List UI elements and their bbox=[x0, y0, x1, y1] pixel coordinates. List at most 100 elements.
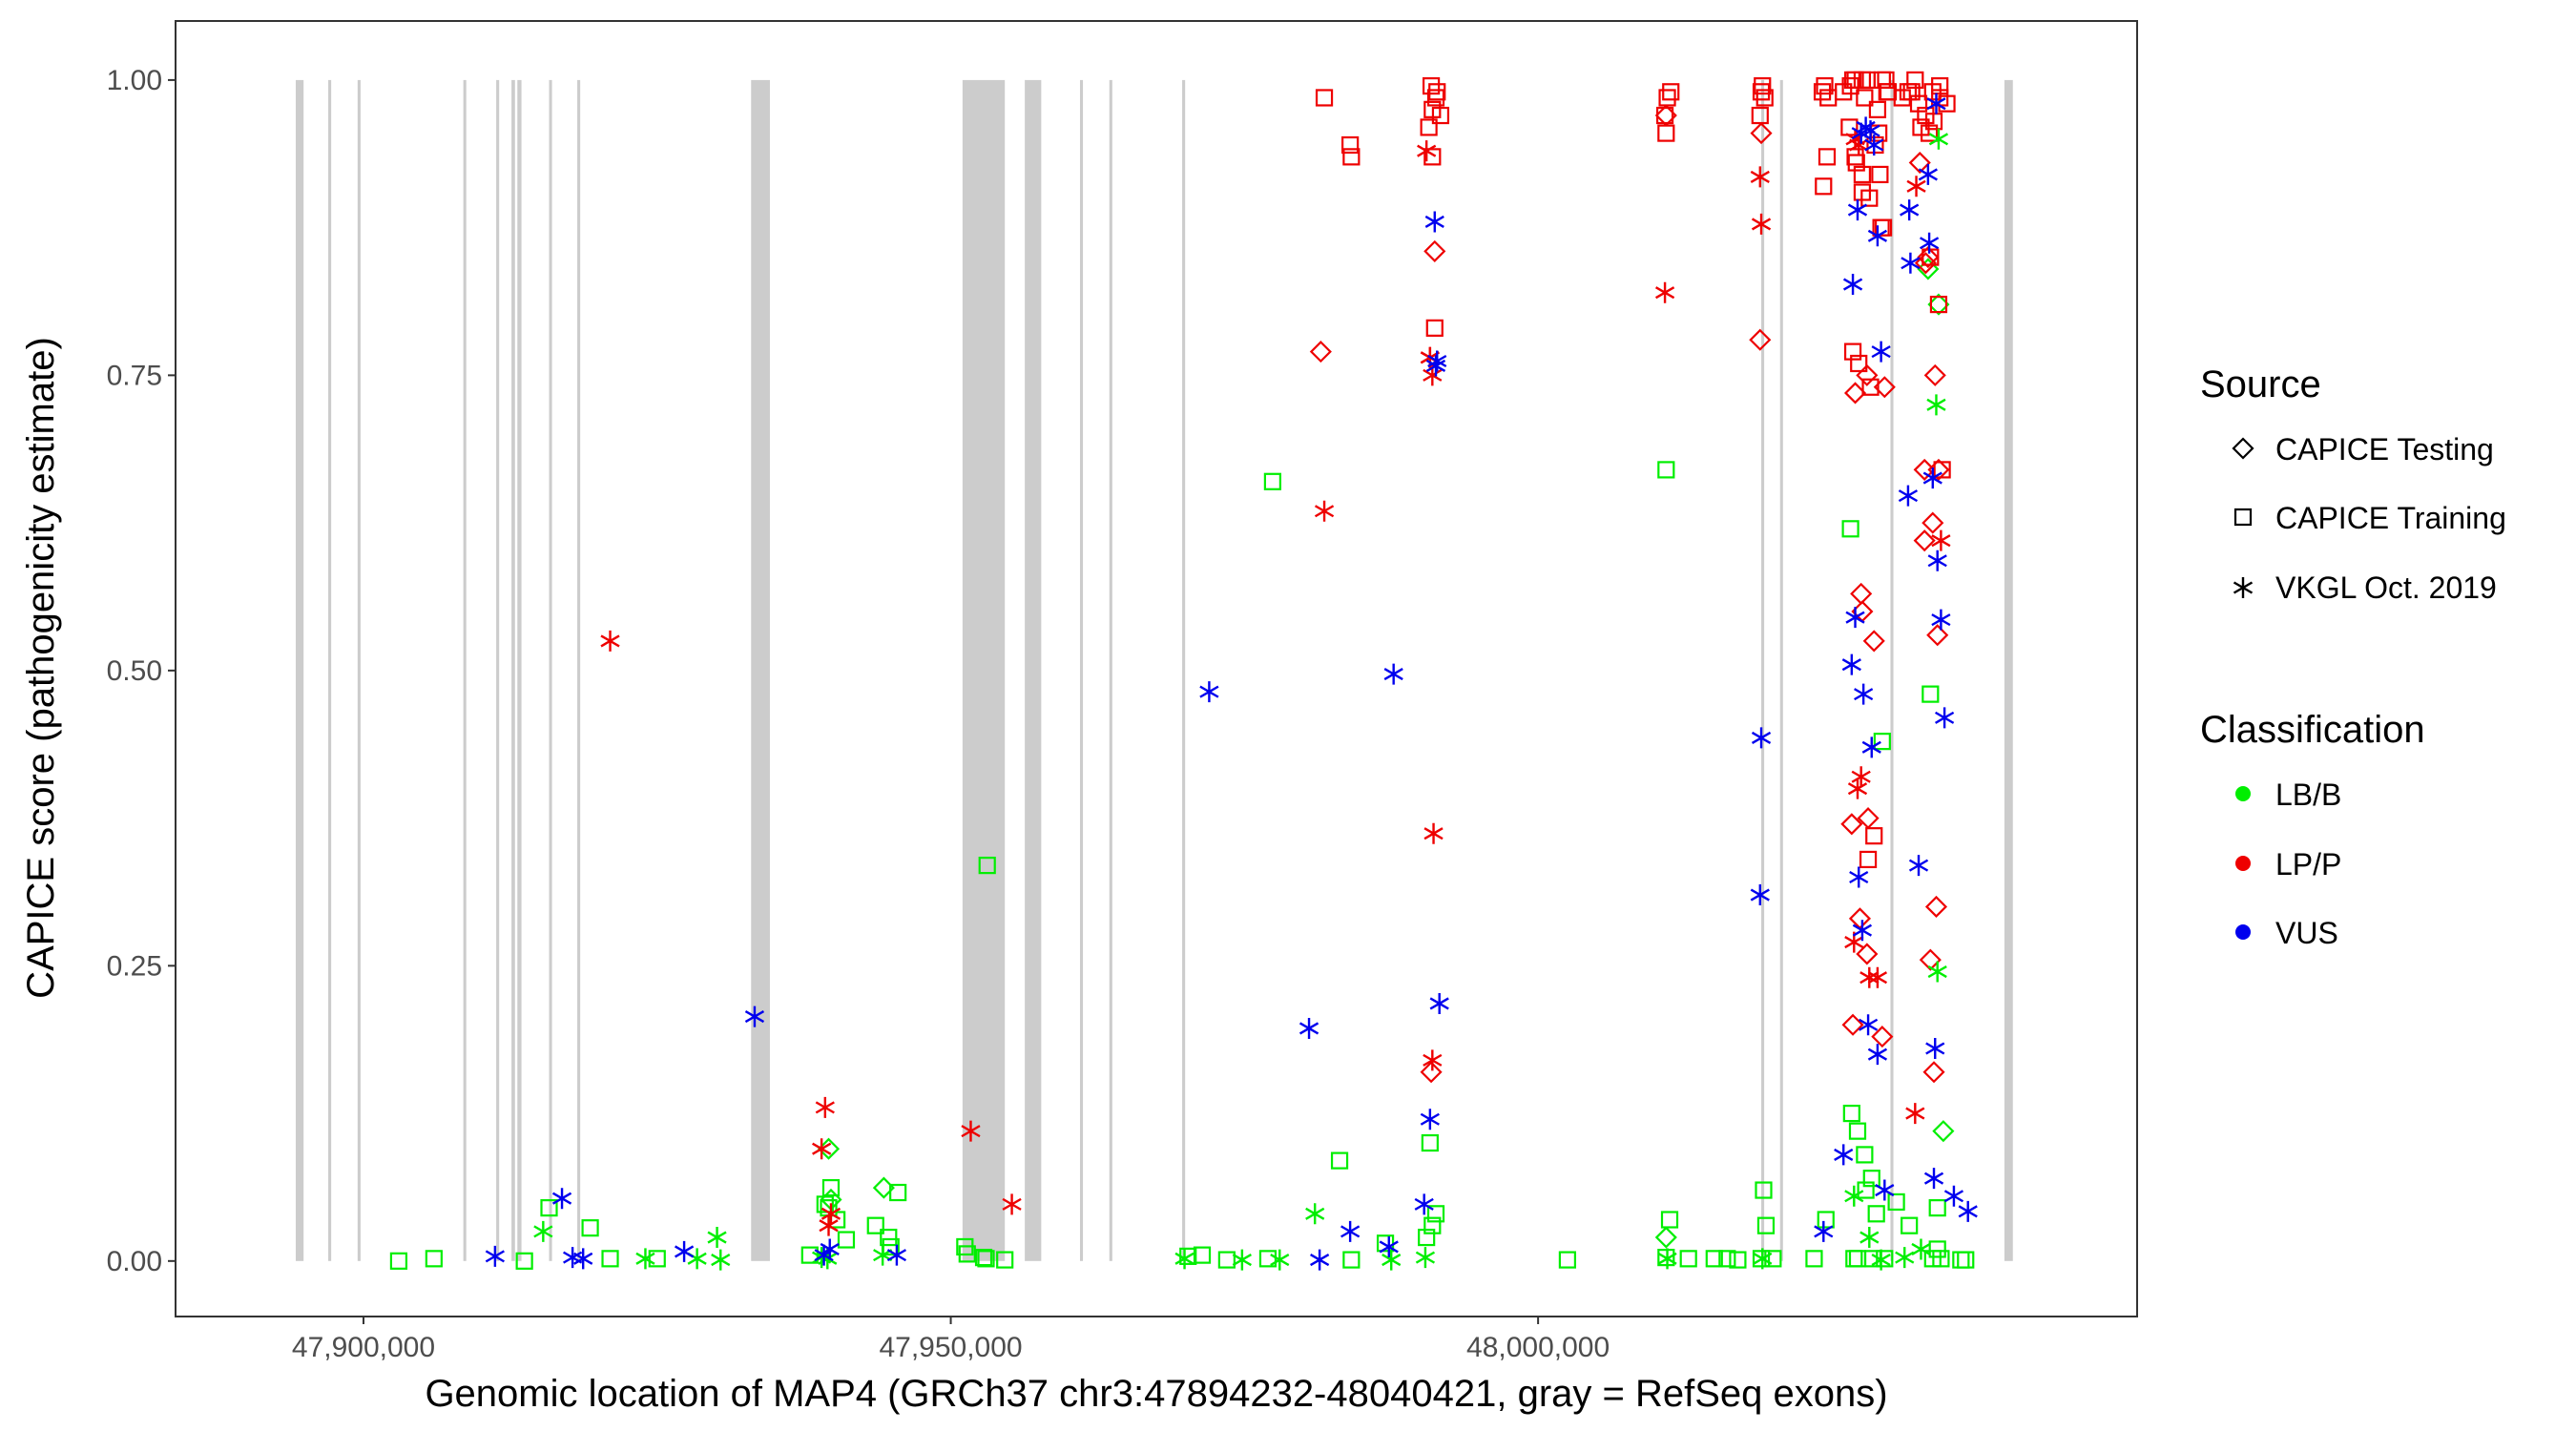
data-point-asterisk bbox=[1918, 163, 1938, 185]
exon-bands bbox=[295, 79, 2013, 1261]
data-point-square bbox=[1816, 76, 1834, 95]
data-point-asterisk bbox=[1750, 166, 1770, 188]
legend-label-capice-training: CAPICE Training bbox=[2275, 501, 2506, 535]
data-point-square bbox=[1431, 106, 1450, 125]
data-point-square bbox=[1846, 148, 1864, 166]
x-axis-title: Genomic location of MAP4 (GRCh37 chr3:47… bbox=[425, 1373, 1887, 1415]
data-point-asterisk bbox=[1423, 1049, 1443, 1071]
data-point-square bbox=[1848, 1122, 1867, 1140]
data-point-square bbox=[1842, 1104, 1860, 1123]
exon-band-0 bbox=[295, 79, 304, 1261]
legend-dot-lbb bbox=[2235, 786, 2251, 801]
x-tick-label: 47,950,000 bbox=[879, 1332, 1022, 1363]
legend-square-icon bbox=[2233, 508, 2253, 527]
data-point-asterisk bbox=[1943, 1185, 1964, 1207]
data-point-square bbox=[1558, 1251, 1576, 1269]
data-point-square bbox=[1729, 1251, 1747, 1269]
data-point-square bbox=[1426, 1205, 1445, 1223]
data-point-asterisk bbox=[1750, 884, 1770, 906]
data-point-square bbox=[866, 1216, 884, 1234]
data-point-square bbox=[1933, 461, 1951, 479]
data-point-square bbox=[1843, 342, 1862, 361]
exon-band-17 bbox=[1890, 79, 1894, 1261]
data-point-asterisk bbox=[1864, 134, 1884, 156]
data-point-square bbox=[1426, 89, 1445, 107]
data-point-square bbox=[1428, 83, 1446, 101]
data-point-square bbox=[1861, 378, 1880, 396]
data-point-asterisk bbox=[1875, 1179, 1895, 1201]
data-point-diamond bbox=[1922, 1061, 1945, 1084]
data-point-asterisk bbox=[1901, 252, 1921, 274]
exon-band-11 bbox=[1025, 79, 1042, 1261]
data-point-asterisk bbox=[1657, 1248, 1677, 1270]
data-point-asterisk bbox=[1923, 1168, 1944, 1190]
data-point-square bbox=[1928, 1240, 1946, 1258]
exon-band-1 bbox=[328, 79, 332, 1261]
data-point-square bbox=[601, 1250, 619, 1268]
data-point-square bbox=[837, 1231, 856, 1249]
data-point-square bbox=[1679, 1250, 1697, 1268]
data-point-diamond bbox=[1924, 895, 1948, 918]
data-point-square bbox=[1873, 733, 1891, 751]
data-point-asterisk bbox=[815, 1096, 835, 1118]
data-point-diamond bbox=[1913, 529, 1936, 552]
legend-item-lpp: LP/P bbox=[2235, 847, 2341, 881]
y-tick-label: 0.00 bbox=[107, 1246, 162, 1277]
data-point-asterisk bbox=[1859, 1227, 1880, 1249]
data-point-square bbox=[1752, 1250, 1771, 1268]
data-point-square bbox=[1906, 71, 1924, 89]
data-point-asterisk bbox=[1900, 199, 1920, 221]
exon-band-2 bbox=[357, 79, 361, 1261]
data-point-square bbox=[1868, 100, 1887, 118]
data-point-asterisk bbox=[1424, 211, 1444, 233]
data-point-square bbox=[1423, 148, 1442, 166]
exon-band-15 bbox=[1761, 79, 1765, 1261]
data-point-square bbox=[1662, 83, 1680, 101]
data-point-asterisk bbox=[1414, 1193, 1434, 1215]
x-tick-label: 47,900,000 bbox=[292, 1332, 435, 1363]
data-point-asterisk bbox=[1751, 727, 1772, 749]
data-point-diamond bbox=[1932, 1120, 1955, 1143]
data-point-square bbox=[648, 1250, 666, 1268]
data-point-diamond bbox=[1750, 122, 1773, 145]
data-point-asterisk bbox=[1427, 350, 1447, 372]
data-point-asterisk bbox=[1420, 1109, 1440, 1130]
data-point-asterisk bbox=[1002, 1193, 1022, 1215]
data-point-square bbox=[1931, 76, 1949, 95]
data-point-square bbox=[1817, 1211, 1835, 1229]
data-point-asterisk bbox=[1314, 500, 1335, 522]
data-point-diamond bbox=[1926, 624, 1949, 647]
data-point-square bbox=[1901, 1216, 1919, 1234]
data-point-square bbox=[1764, 1250, 1782, 1268]
data-point-square bbox=[816, 1195, 834, 1213]
data-point-square bbox=[1859, 850, 1878, 869]
data-point-diamond bbox=[1423, 239, 1446, 262]
data-point-asterisk bbox=[1871, 341, 1891, 363]
data-point-asterisk bbox=[1199, 681, 1219, 703]
data-point-asterisk bbox=[1934, 707, 1955, 729]
data-point-asterisk bbox=[1429, 992, 1449, 1014]
data-point-square bbox=[1867, 1205, 1885, 1223]
data-point-diamond bbox=[1919, 948, 1942, 971]
data-point-square bbox=[1330, 1151, 1349, 1170]
data-point-square bbox=[1924, 113, 1943, 131]
data-point-square bbox=[821, 1178, 841, 1197]
legend-item-capice-training: CAPICE Training bbox=[2233, 501, 2506, 535]
data-point-asterisk bbox=[1861, 736, 1881, 758]
data-point-square bbox=[1754, 76, 1772, 95]
exon-band-9 bbox=[751, 79, 770, 1261]
legend-label-vkgl: VKGL Oct. 2019 bbox=[2275, 570, 2497, 605]
data-point-asterisk bbox=[744, 1006, 765, 1027]
exon-band-3 bbox=[463, 79, 467, 1261]
data-point-square bbox=[1856, 1146, 1874, 1164]
data-point-square bbox=[1873, 71, 1891, 89]
data-point-square bbox=[1193, 1246, 1212, 1264]
data-point-square bbox=[1818, 148, 1837, 166]
data-point-square bbox=[1342, 1251, 1361, 1269]
data-point-asterisk bbox=[1927, 961, 1947, 983]
data-point-square bbox=[1871, 165, 1889, 184]
data-point-asterisk bbox=[1867, 1044, 1888, 1066]
data-point-square bbox=[1752, 83, 1771, 101]
data-point-asterisk bbox=[1425, 355, 1446, 377]
